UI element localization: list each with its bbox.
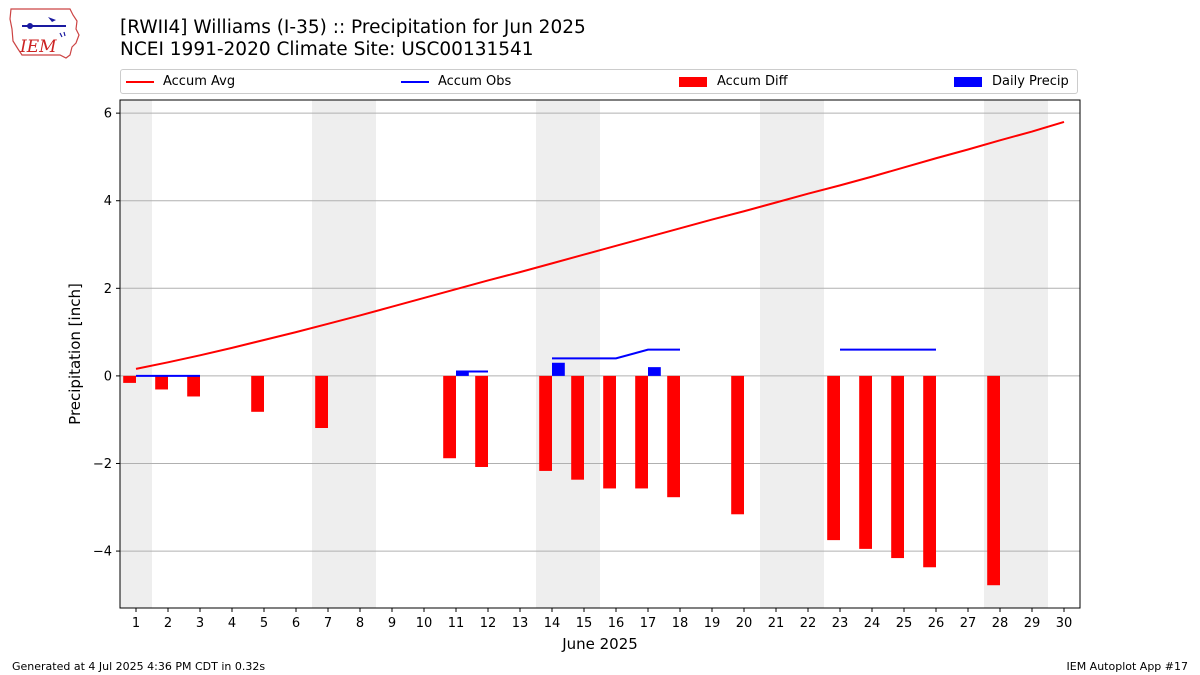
x-tick-label: 24 (864, 616, 881, 631)
daily-precip-bar (648, 367, 661, 376)
legend-swatch-accum-obs (401, 80, 429, 83)
x-tick-label: 7 (324, 616, 332, 631)
series-lines (135, 120, 1065, 377)
accum-diff-bar (667, 375, 680, 498)
weekend-band-4 (760, 100, 824, 608)
accum-diff-bar (859, 375, 872, 549)
daily-precip-bar (552, 362, 565, 376)
y-tick-label: −2 (93, 457, 112, 472)
iem-logo: IEM (9, 8, 80, 59)
accum-diff-bar (827, 375, 840, 541)
accum-diff-bar (155, 375, 168, 390)
y-tick-label: 6 (104, 107, 112, 122)
x-tick-label: 27 (960, 616, 977, 631)
weekend-band-2 (312, 100, 376, 608)
legend-item-accum-obs: Accum Obs (401, 74, 511, 89)
x-tick-label: 29 (1024, 616, 1041, 631)
weekend-band-3 (536, 100, 600, 608)
x-tick-label: 16 (608, 616, 625, 631)
accum-diff-bar (123, 375, 136, 383)
x-tick-label: 11 (448, 616, 465, 631)
accum-diff-bar (987, 375, 1000, 586)
x-tick-label: 3 (196, 616, 204, 631)
x-tick-label: 12 (480, 616, 497, 631)
legend-swatch-daily-precip (954, 76, 982, 87)
chart-subtitle: NCEI 1991-2020 Climate Site: USC00131541 (120, 39, 534, 60)
x-tick-label: 2 (164, 616, 172, 631)
x-tick-label: 21 (768, 616, 785, 631)
accum-diff-bar (923, 375, 936, 568)
legend-swatch-accum-avg (126, 80, 154, 83)
daily-precip-bar (456, 371, 469, 376)
x-tick-label: 13 (512, 616, 529, 631)
legend-item-accum-avg: Accum Avg (126, 74, 235, 89)
x-tick-label: 14 (544, 616, 561, 631)
x-tick-label: 23 (832, 616, 849, 631)
x-tick-label: 4 (228, 616, 236, 631)
legend-label-daily-precip: Daily Precip (992, 74, 1069, 89)
x-tick-label: 28 (992, 616, 1009, 631)
x-tick-label: 5 (260, 616, 268, 631)
x-tick-label: 6 (292, 616, 300, 631)
weekend-band-1 (120, 100, 152, 608)
x-tick-label: 17 (640, 616, 657, 631)
y-tick-label: 0 (104, 369, 112, 384)
logo-text: IEM (19, 37, 57, 57)
y-tick-label: 2 (104, 282, 112, 297)
legend-label-accum-obs: Accum Obs (438, 74, 512, 89)
accum-diff-bar (635, 375, 648, 489)
x-tick-label: 9 (388, 616, 396, 631)
chart-title: [RWII4] Williams (I-35) :: Precipitation… (120, 17, 586, 38)
grid-lines (120, 112, 1080, 552)
x-tick-label: 8 (356, 616, 364, 631)
footer-app-id: IEM Autoplot App #17 (1066, 660, 1189, 673)
accum-diff-bar (251, 375, 264, 412)
accum-diff-bar (443, 375, 456, 459)
accum-diff-bar (571, 375, 584, 480)
x-tick-label: 15 (576, 616, 593, 631)
y-tick-label: −4 (93, 545, 112, 560)
x-axis-label: June 2025 (561, 635, 638, 653)
legend: Accum Avg Accum Obs Accum Diff Daily Pre… (120, 69, 1078, 94)
accum-diff-bar (603, 375, 616, 489)
y-tick-label: 4 (104, 194, 112, 209)
x-tick-label: 25 (896, 616, 913, 631)
plot-frame (119, 99, 1081, 609)
legend-item-daily-precip: Daily Precip (954, 74, 1069, 89)
accum-obs-line (552, 348, 680, 360)
accum-diff-bar (891, 375, 904, 559)
accum-avg-line (135, 120, 1065, 370)
x-tick-label: 26 (928, 616, 945, 631)
accum-diff-bar (475, 375, 488, 467)
accum-diff-bar (731, 375, 744, 515)
legend-label-accum-avg: Accum Avg (163, 74, 236, 89)
footer-generated: Generated at 4 Jul 2025 4:36 PM CDT in 0… (12, 660, 266, 673)
x-tick-label: 19 (704, 616, 721, 631)
x-tick-label: 22 (800, 616, 817, 631)
weekend-shading (120, 100, 1048, 608)
accum-diff-bar (315, 375, 328, 429)
x-tick-label: 20 (736, 616, 753, 631)
x-tick-label: 10 (416, 616, 433, 631)
legend-swatch-accum-diff (679, 76, 707, 87)
legend-label-accum-diff: Accum Diff (717, 74, 788, 89)
x-tick-label: 18 (672, 616, 689, 631)
legend-item-accum-diff: Accum Diff (679, 74, 788, 89)
accum-diff-bar (539, 375, 552, 471)
x-tick-label: 30 (1056, 616, 1073, 631)
bars (123, 362, 1000, 586)
accum-diff-bar (187, 375, 200, 397)
y-axis-label: Precipitation [inch] (66, 283, 84, 425)
x-tick-label: 1 (132, 616, 140, 631)
